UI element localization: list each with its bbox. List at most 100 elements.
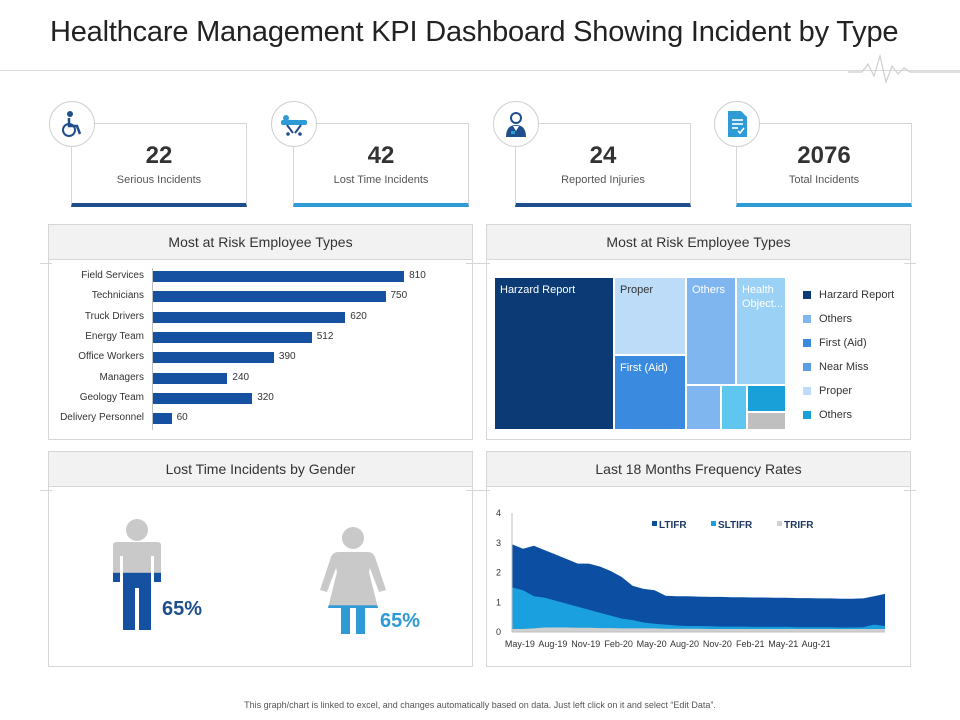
x-tick-label: May-20 [637, 639, 667, 649]
treemap-cell: Health Object... [736, 277, 786, 385]
bar-category-label: Technicians [91, 290, 144, 302]
kpi-value: 2076 [797, 142, 851, 169]
panel-tick [40, 263, 52, 264]
male-percentage: 65% [162, 598, 203, 620]
bar-category-label: Geology Team [79, 391, 144, 403]
legend-label: Near Miss [819, 361, 869, 373]
kpi-value: 24 [589, 142, 617, 169]
treemap-cell [686, 385, 721, 430]
treemap-cell-label: First (Aid) [620, 362, 668, 374]
y-tick-label: 2 [496, 568, 501, 578]
legend-label: TRIFR [784, 520, 814, 531]
bar [153, 413, 172, 425]
legend-label: Others [819, 313, 853, 325]
y-tick-label: 0 [496, 627, 501, 637]
legend-swatch [652, 521, 657, 526]
y-tick-label: 3 [496, 538, 501, 548]
kpi-card-lost-time: 42 Lost Time Incidents [293, 123, 469, 207]
bar-value-label: 512 [316, 330, 334, 342]
bar-value-label: 320 [257, 391, 274, 403]
kpi-label: Total Incidents [788, 174, 860, 186]
kpi-card-total: 2076 Total Incidents [736, 123, 912, 207]
legend-swatch [803, 387, 811, 395]
treemap-legend-item: Others [803, 313, 852, 325]
report-icon [714, 101, 760, 147]
stretcher-icon [271, 101, 317, 147]
bar [153, 352, 274, 364]
freq-header: Last 18 Months Frequency Rates [486, 451, 911, 487]
legend-label: Proper [819, 385, 853, 397]
area-series-trifr [512, 627, 885, 632]
legend-swatch [803, 291, 811, 299]
x-tick-label: May-19 [505, 639, 535, 649]
treemap-cell: Harzard Report [494, 277, 614, 430]
gender-header: Lost Time Incidents by Gender [48, 451, 473, 487]
female-figure-icon [320, 527, 386, 634]
panel-tick [478, 490, 490, 491]
treemap-cell-label: Others [692, 284, 726, 296]
footer-note: This graph/chart is linked to excel, and… [244, 700, 716, 710]
bar-value-label: 810 [409, 270, 426, 281]
kpi-label: Serious Incidents [116, 174, 202, 186]
heartbeat-icon [848, 53, 960, 85]
legend-swatch [777, 521, 782, 526]
doctor-icon [493, 101, 539, 147]
treemap-legend-item: Near Miss [803, 361, 869, 373]
panel-tick [466, 263, 478, 264]
treemap-cell: Others [686, 277, 736, 385]
title-divider [0, 70, 960, 71]
x-tick-label: Aug-21 [802, 639, 831, 649]
treemap-cell-label: Harzard Report [500, 284, 576, 296]
kpi-label: Lost Time Incidents [333, 174, 429, 186]
page-title: Healthcare Management KPI Dashboard Show… [50, 16, 899, 48]
risk-bar-header: Most at Risk Employee Types [48, 224, 473, 260]
legend-label: LTIFR [659, 520, 687, 531]
panel-tick [478, 263, 490, 264]
legend-label: Harzard Report [819, 289, 895, 301]
bar-category-label: Truck Drivers [84, 310, 144, 322]
bar-category-label: Office Workers [78, 351, 144, 363]
wheelchair-icon [49, 101, 95, 147]
treemap-legend-item: Proper [803, 385, 852, 397]
y-tick-label: 4 [496, 508, 501, 518]
kpi-card-injuries: 24 Reported Injuries [515, 123, 691, 207]
bar-category-label: Managers [99, 371, 144, 383]
x-tick-label: May-21 [768, 639, 798, 649]
x-tick-label: Nov-19 [571, 639, 600, 649]
female-percentage: 65% [380, 610, 421, 632]
bar-category-label: Field Services [81, 270, 144, 281]
kpi-value: 42 [367, 142, 395, 169]
treemap-cell-label: Health Object... [742, 284, 783, 310]
bar [153, 291, 386, 303]
legend-swatch [803, 339, 811, 347]
treemap-cell: Proper [614, 277, 686, 355]
treemap-cell-label: Proper [620, 284, 654, 296]
treemap-cell: First (Aid) [614, 355, 686, 430]
x-tick-label: Feb-20 [604, 639, 633, 649]
treemap-legend-item: First (Aid) [803, 337, 867, 349]
kpi-card-serious: 22 Serious Incidents [71, 123, 247, 207]
risk-bar-panel [48, 260, 473, 440]
x-tick-label: Feb-21 [736, 639, 765, 649]
legend-swatch [803, 411, 811, 419]
legend-swatch [803, 315, 811, 323]
treemap-legend-item: Harzard Report [803, 289, 894, 301]
panel-tick [904, 490, 916, 491]
bar-value-label: 620 [350, 310, 367, 322]
legend-label: SLTIFR [718, 520, 753, 531]
x-tick-label: Aug-20 [670, 639, 699, 649]
treemap-cell [747, 412, 786, 430]
bar [153, 311, 346, 323]
male-figure-icon [113, 519, 161, 630]
bar-value-label: 390 [278, 351, 296, 363]
kpi-label: Reported Injuries [561, 174, 645, 186]
panel-tick [40, 490, 52, 491]
bar-value-label: 750 [390, 290, 408, 302]
bar [153, 331, 312, 343]
kpi-value: 22 [145, 142, 173, 169]
bar [153, 372, 228, 384]
bar [153, 271, 405, 282]
bar-category-label: Delivery Personnel [60, 412, 144, 424]
area-series-sltifr [512, 587, 885, 632]
